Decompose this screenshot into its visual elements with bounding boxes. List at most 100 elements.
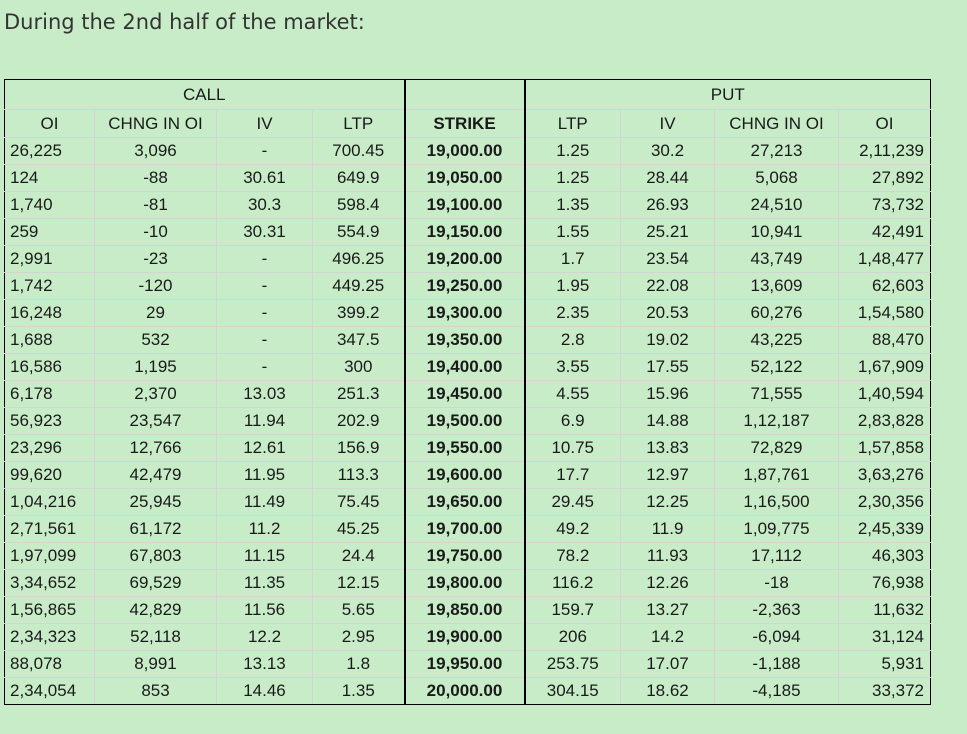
put-chng-in-oi-cell: 43,749: [714, 245, 839, 273]
call-oi-cell: 16,248: [4, 299, 95, 327]
put-oi-cell: 1,40,594: [838, 380, 931, 408]
call-ltp-cell: 251.3: [312, 380, 405, 408]
put-ltp-cell: 304.15: [524, 677, 621, 705]
call-oi-cell: 1,688: [4, 326, 95, 354]
call-ltp-cell: 156.9: [312, 434, 405, 462]
put-iv-cell: 22.08: [620, 272, 715, 300]
table-row: 23,296 12,766 12.61 156.9 19,550.00 10.75 13.8…: [4, 434, 931, 462]
call-chng-in-oi-cell: 532: [94, 326, 217, 354]
put-ltp-cell: 159.7: [524, 596, 621, 624]
put-iv-cell: 14.88: [620, 407, 715, 435]
table-row: 3,34,652 69,529 11.35 12.15 19,800.00 116.2 12…: [4, 569, 931, 597]
put-iv-cell: 25.21: [620, 218, 715, 246]
call-ltp-cell: 1.8: [312, 650, 405, 678]
call-iv-cell: 11.56: [216, 596, 313, 624]
col-header-put-ltp: LTP: [524, 109, 621, 138]
put-iv-cell: 12.26: [620, 569, 715, 597]
put-chng-in-oi-cell: 13,609: [714, 272, 839, 300]
strike-cell: 19,350.00: [403, 326, 526, 354]
col-header-put-chng-in-oi: CHNG IN OI: [714, 109, 839, 138]
strike-cell: 19,850.00: [403, 596, 526, 624]
put-oi-cell: 76,938: [838, 569, 931, 597]
col-header-put-iv: IV: [620, 109, 715, 138]
call-ltp-cell: 45.25: [312, 515, 405, 543]
put-ltp-cell: 3.55: [524, 353, 621, 381]
put-oi-cell: 73,732: [838, 191, 931, 219]
col-header-strike: STRIKE: [403, 109, 526, 138]
table-row: 1,56,865 42,829 11.56 5.65 19,850.00 159.7 13.…: [4, 596, 931, 624]
call-ltp-cell: 12.15: [312, 569, 405, 597]
call-oi-cell: 2,34,323: [4, 623, 95, 651]
put-ltp-cell: 29.45: [524, 488, 621, 516]
strike-cell: 19,300.00: [403, 299, 526, 327]
call-ltp-cell: 24.4: [312, 542, 405, 570]
put-oi-cell: 42,491: [838, 218, 931, 246]
table-row: 1,742 -120-449.25 19,250.00 1.95 22.08 13,609…: [4, 272, 931, 300]
call-oi-cell: 1,742: [4, 272, 95, 300]
call-oi-cell: 259: [4, 218, 95, 246]
call-iv-cell: -: [216, 137, 313, 165]
call-oi-cell: 56,923: [4, 407, 95, 435]
put-iv-cell: 30.2: [620, 137, 715, 165]
put-iv-cell: 19.02: [620, 326, 715, 354]
call-oi-cell: 2,71,561: [4, 515, 95, 543]
put-oi-cell: 1,57,858: [838, 434, 931, 462]
table-row: 6,178 2,370 13.03 251.3 19,450.00 4.55 15.96 71…: [4, 380, 931, 408]
call-chng-in-oi-cell: 67,803: [94, 542, 217, 570]
table-row: 1,97,099 67,803 11.15 24.4 19,750.00 78.2 11.9…: [4, 542, 931, 570]
put-ltp-cell: 2.35: [524, 299, 621, 327]
call-chng-in-oi-cell: 1,195: [94, 353, 217, 381]
table-row: 2,34,054 853 14.46 1.35 20,000.00 304.15 18.62…: [4, 677, 931, 705]
put-iv-cell: 14.2: [620, 623, 715, 651]
col-header-call-iv: IV: [216, 109, 313, 138]
call-oi-cell: 1,740: [4, 191, 95, 219]
call-oi-cell: 1,04,216: [4, 488, 95, 516]
call-group-header: CALL: [4, 79, 405, 110]
put-chng-in-oi-cell: 43,225: [714, 326, 839, 354]
table-row: 56,923 23,547 11.94 202.9 19,500.00 6.9 14.88 1…: [4, 407, 931, 435]
call-iv-cell: 12.61: [216, 434, 313, 462]
put-oi-cell: 2,83,828: [838, 407, 931, 435]
put-ltp-cell: 253.75: [524, 650, 621, 678]
put-oi-cell: 2,30,356: [838, 488, 931, 516]
strike-cell: 19,400.00: [403, 353, 526, 381]
call-oi-cell: 1,56,865: [4, 596, 95, 624]
call-chng-in-oi-cell: -81: [94, 191, 217, 219]
put-oi-cell: 1,67,909: [838, 353, 931, 381]
strike-cell: 19,100.00: [403, 191, 526, 219]
table-row: 1,688 532-347.5 19,350.00 2.8 19.02 43,225 88,…: [4, 326, 931, 354]
table-row: 1,740 -81 30.3 598.4 19,100.00 1.35 26.93 24,51…: [4, 191, 931, 219]
put-iv-cell: 28.44: [620, 164, 715, 192]
put-chng-in-oi-cell: 1,87,761: [714, 461, 839, 489]
call-ltp-cell: 449.25: [312, 272, 405, 300]
put-chng-in-oi-cell: 60,276: [714, 299, 839, 327]
call-ltp-cell: 496.25: [312, 245, 405, 273]
put-chng-in-oi-cell: 71,555: [714, 380, 839, 408]
strike-cell: 19,450.00: [403, 380, 526, 408]
strike-cell: 19,050.00: [403, 164, 526, 192]
call-ltp-cell: 1.35: [312, 677, 405, 705]
put-chng-in-oi-cell: -18: [714, 569, 839, 597]
call-ltp-cell: 75.45: [312, 488, 405, 516]
put-chng-in-oi-cell: 10,941: [714, 218, 839, 246]
put-ltp-cell: 1.95: [524, 272, 621, 300]
put-iv-cell: 23.54: [620, 245, 715, 273]
call-chng-in-oi-cell: 61,172: [94, 515, 217, 543]
call-ltp-cell: 202.9: [312, 407, 405, 435]
put-ltp-cell: 78.2: [524, 542, 621, 570]
strike-cell: 19,150.00: [403, 218, 526, 246]
strike-cell: 20,000.00: [403, 677, 526, 705]
call-iv-cell: 13.03: [216, 380, 313, 408]
put-group-header: PUT: [524, 79, 931, 110]
column-header-row: OI CHNG IN OI IV LTP STRIKE LTP IV CHNG …: [4, 109, 931, 138]
table-row: 1,04,216 25,945 11.49 75.45 19,650.00 29.45 12…: [4, 488, 931, 516]
call-oi-cell: 1,97,099: [4, 542, 95, 570]
put-ltp-cell: 1.7: [524, 245, 621, 273]
put-chng-in-oi-cell: 24,510: [714, 191, 839, 219]
put-iv-cell: 17.07: [620, 650, 715, 678]
table-row: 88,078 8,991 13.13 1.8 19,950.00 253.75 17.07-…: [4, 650, 931, 678]
put-oi-cell: 3,63,276: [838, 461, 931, 489]
put-oi-cell: 62,603: [838, 272, 931, 300]
call-oi-cell: 124: [4, 164, 95, 192]
strike-cell: 19,950.00: [403, 650, 526, 678]
